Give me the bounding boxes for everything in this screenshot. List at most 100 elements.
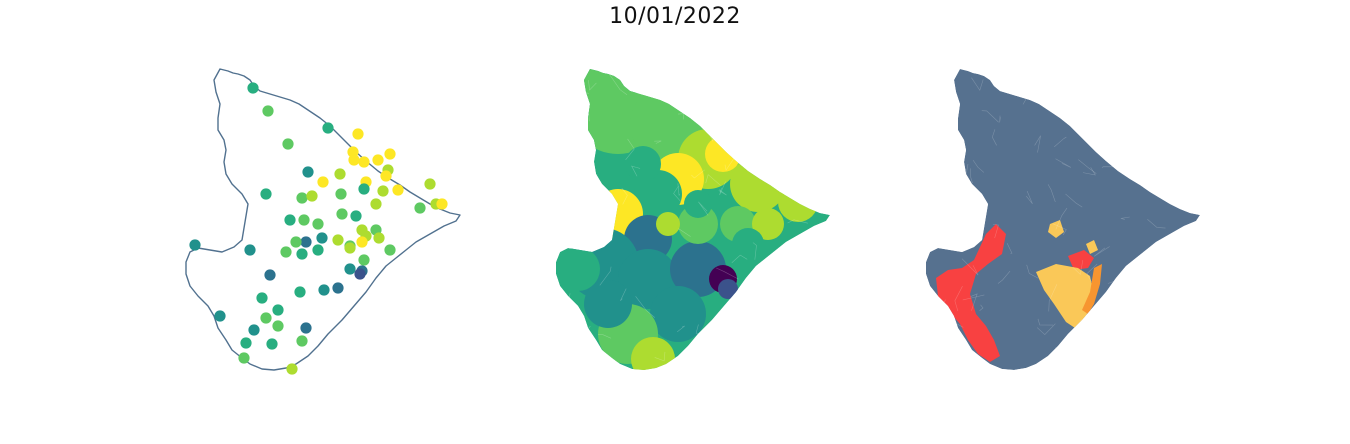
municipality-border: [1179, 293, 1195, 306]
municipality-border: [803, 167, 807, 175]
station-point: [247, 82, 259, 94]
station-point: [348, 154, 360, 166]
station-point: [298, 214, 310, 226]
station-point: [262, 105, 274, 117]
municipality-border: [654, 140, 662, 144]
municipality-border: [1079, 119, 1096, 128]
municipality-border: [938, 160, 961, 177]
municipality-border: [1144, 342, 1149, 351]
station-point: [260, 188, 272, 200]
municipality-region: [634, 170, 682, 218]
station-point: [414, 202, 426, 214]
municipality-border: [698, 201, 709, 216]
station-point: [264, 269, 276, 281]
municipality-border: [631, 165, 641, 177]
municipality-border: [625, 138, 635, 161]
station-point: [352, 128, 364, 140]
municipality-border: [1055, 207, 1068, 230]
municipality-border: [971, 77, 984, 91]
municipality-border: [720, 85, 725, 100]
municipality-choropleth-svg: [556, 69, 830, 370]
municipality-border: [785, 348, 793, 363]
station-point: [272, 320, 284, 332]
municipality-border: [948, 165, 967, 174]
municipality-border: [1052, 347, 1064, 370]
class-zone-orange: [1082, 264, 1102, 314]
municipality-border: [654, 351, 666, 362]
municipality-border: [563, 176, 573, 187]
municipality-border: [705, 174, 721, 186]
station-point: [244, 244, 256, 256]
municipality-border: [944, 217, 962, 225]
municipality-border: [1086, 263, 1098, 283]
municipality-border: [598, 193, 613, 204]
municipality-border: [962, 294, 985, 301]
municipality-region: [705, 136, 741, 172]
municipality-region: [556, 247, 600, 291]
municipality-border: [673, 185, 681, 202]
municipality-border: [970, 168, 973, 184]
municipality-border: [732, 81, 737, 97]
station-point: [317, 176, 329, 188]
municipality-border: [598, 334, 612, 339]
station-point: [436, 198, 448, 210]
municipality-border: [724, 114, 738, 125]
state-outline: [185, 68, 461, 371]
station-point: [214, 310, 226, 322]
station-point-map: [178, 64, 468, 376]
municipality-border: [1065, 193, 1083, 208]
station-point: [238, 352, 250, 364]
municipality-border: [579, 180, 584, 196]
station-point: [358, 156, 370, 168]
station-point: [372, 154, 384, 166]
station-point: [377, 185, 389, 197]
municipality-region: [678, 204, 718, 244]
station-point: [384, 244, 396, 256]
station-point: [272, 304, 284, 316]
station-point: [240, 337, 252, 349]
municipality-border: [1072, 260, 1084, 276]
municipality-border: [588, 80, 597, 91]
municipality-region: [650, 286, 706, 342]
station-point: [260, 312, 272, 324]
municipality-border: [1082, 167, 1096, 176]
municipality-border: [1122, 134, 1129, 149]
station-point: [312, 218, 324, 230]
municipality-border: [677, 228, 691, 237]
municipality-border: [970, 293, 978, 311]
municipality-border: [777, 140, 793, 151]
municipality-border: [566, 192, 570, 216]
municipality-border: [787, 86, 794, 105]
municipality-border: [937, 349, 944, 360]
station-point: [286, 363, 298, 375]
municipality-region: [625, 146, 661, 182]
municipality-border: [961, 258, 979, 276]
station-point: [282, 138, 294, 150]
municipality-border: [1168, 98, 1182, 126]
municipality-border: [678, 95, 696, 98]
station-point: [356, 236, 368, 248]
municipality-region: [732, 228, 764, 260]
municipality-border: [716, 267, 739, 280]
municipality-border: [1124, 112, 1139, 132]
station-point: [296, 248, 308, 260]
station-point: [344, 242, 356, 254]
station-point: [336, 208, 348, 220]
municipality-region: [752, 208, 784, 240]
municipality-border: [946, 244, 962, 248]
municipality-border: [1170, 317, 1181, 334]
municipality-border: [954, 286, 963, 312]
station-point: [392, 184, 404, 196]
station-point: [384, 148, 396, 160]
station-point: [380, 170, 392, 182]
municipality-region: [656, 212, 680, 236]
station-point: [312, 244, 324, 256]
municipality-border: [1180, 74, 1193, 99]
municipality-border: [1026, 264, 1039, 279]
station-point: [316, 232, 328, 244]
class-zone-red: [1068, 250, 1094, 270]
station-point-map-svg: [185, 68, 461, 375]
municipality-border: [1055, 158, 1071, 168]
station-point: [296, 192, 308, 204]
figure-title: 10/01/2022: [609, 4, 741, 29]
